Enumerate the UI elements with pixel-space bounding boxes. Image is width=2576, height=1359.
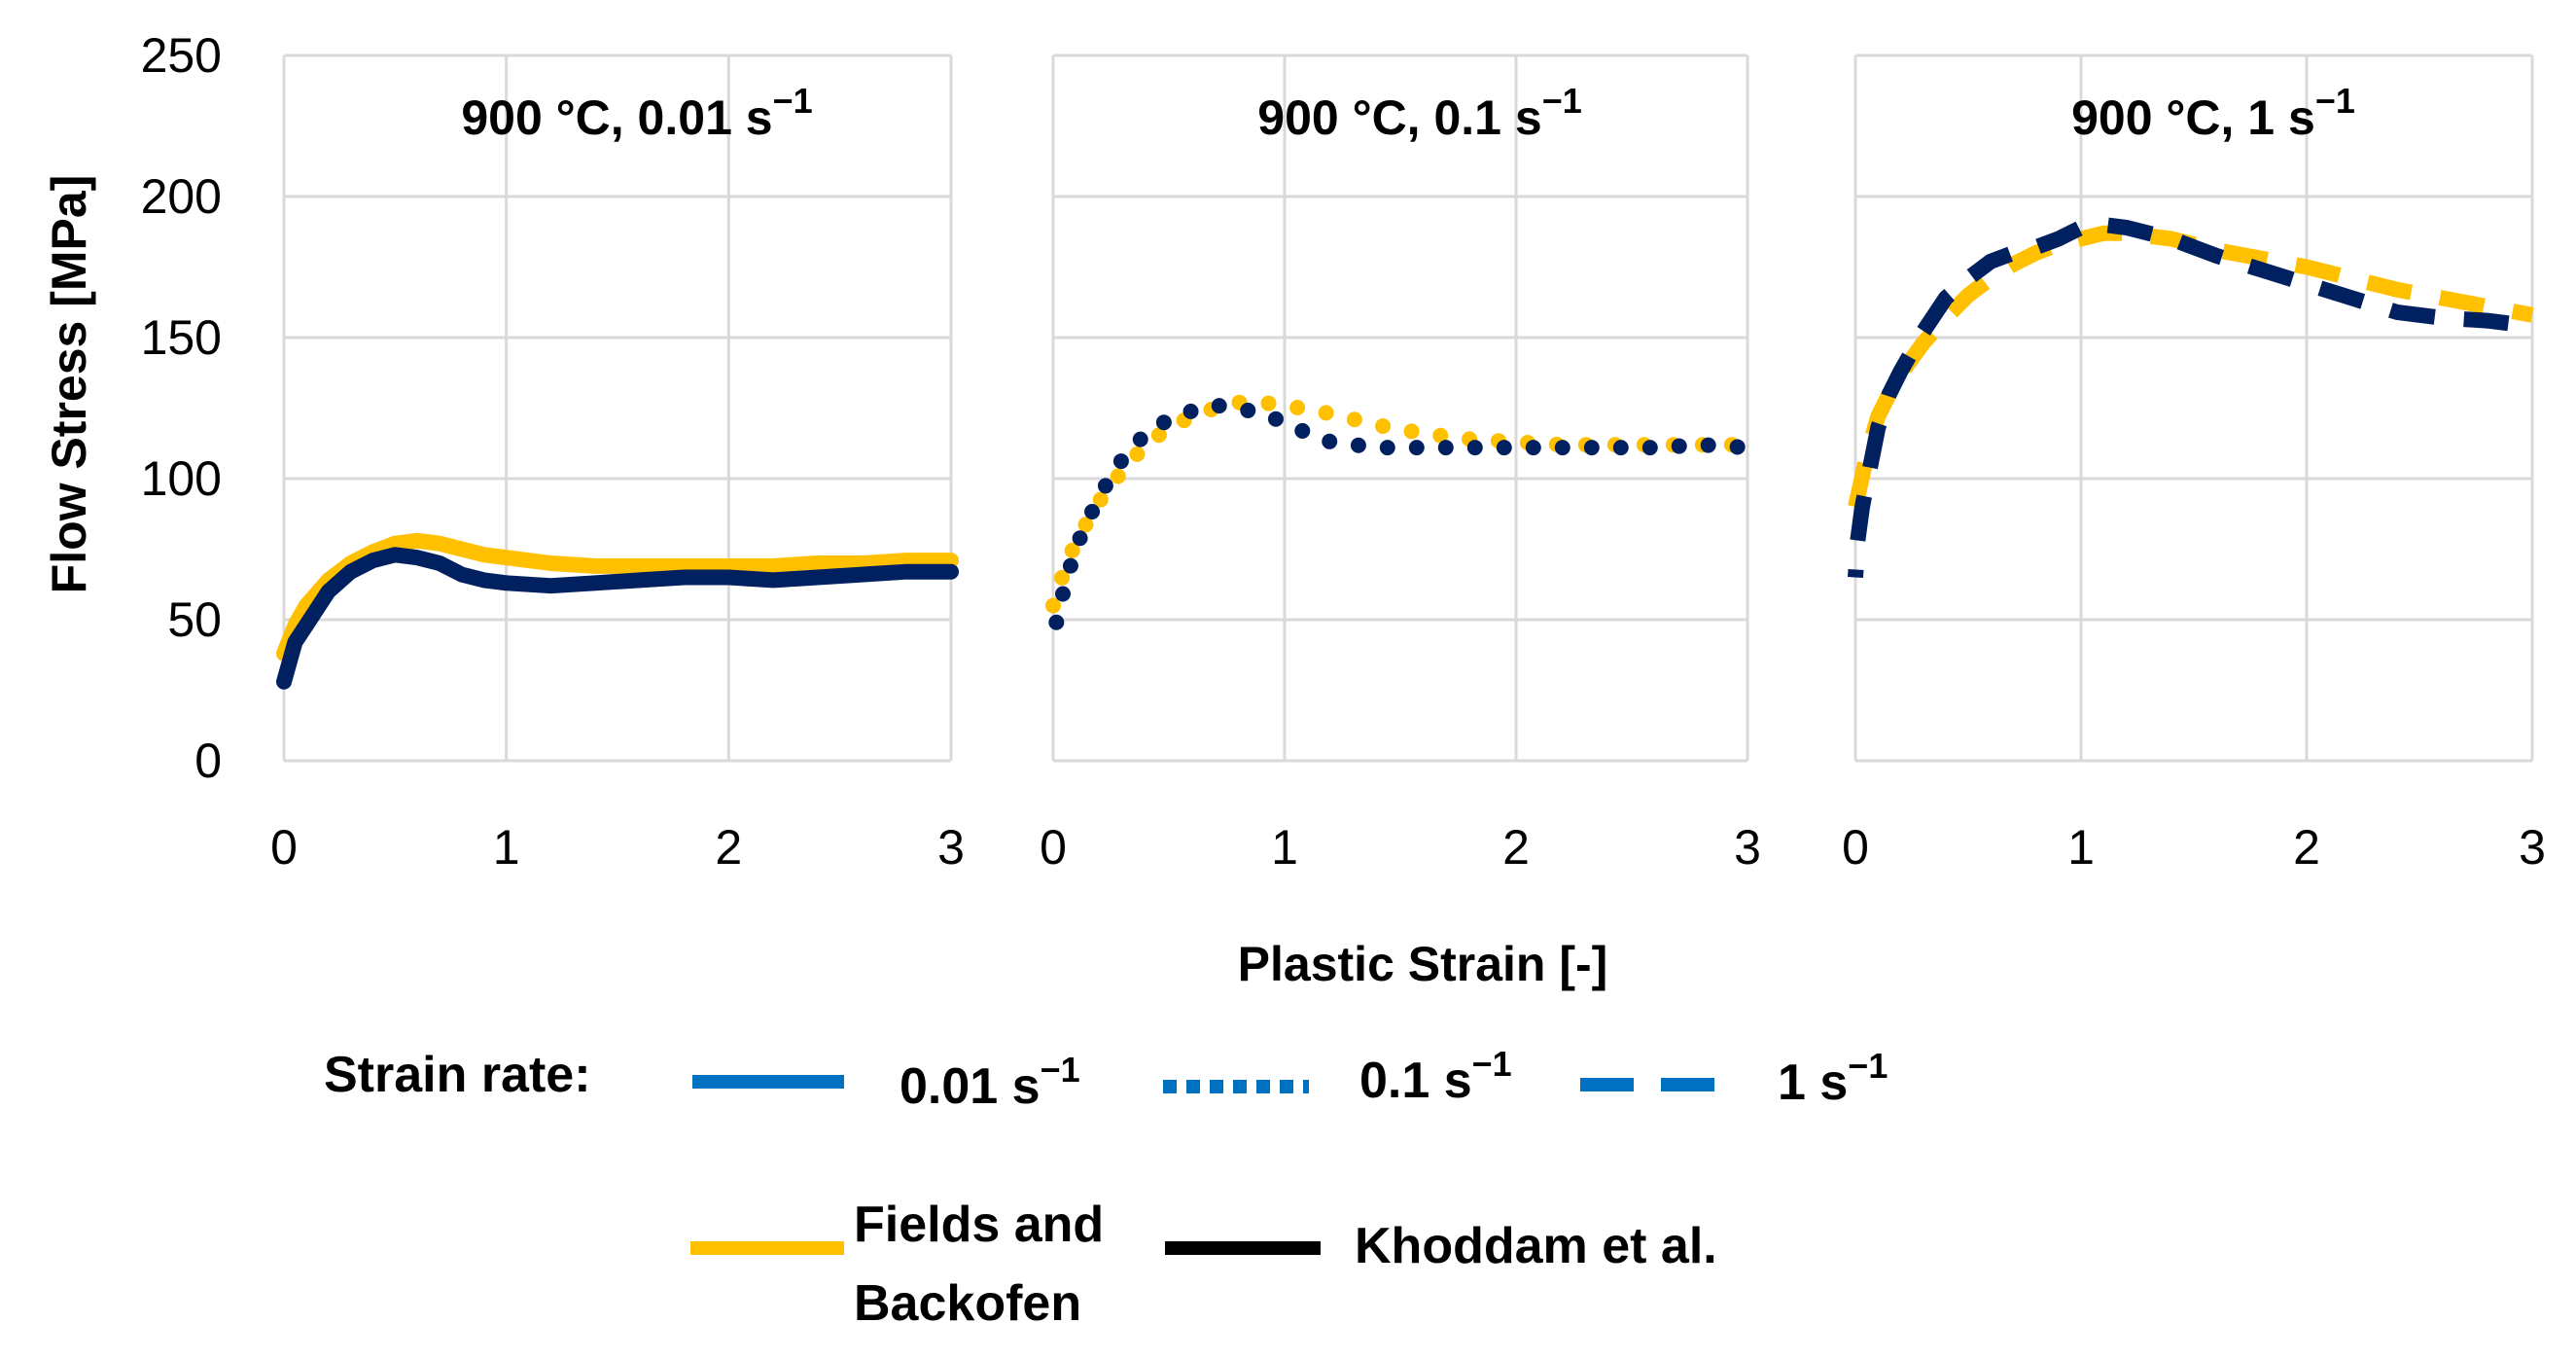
x-tick-label: 2: [1502, 820, 1530, 875]
legend-models: Fields and Backofen Khoddam et al.: [690, 1197, 1717, 1332]
series-fields-backofen-line: [1045, 394, 1755, 614]
y-tick-label: 100: [141, 451, 222, 506]
x-tick-label: 0: [1842, 820, 1869, 875]
y-tick-label: 250: [141, 28, 222, 83]
x-tick-label: 0: [270, 820, 298, 875]
x-axis-title: Plastic Strain [-]: [1238, 937, 1608, 991]
x-tick-label: 1: [493, 820, 520, 875]
panel-1: 0 50 100 150 200 250 0 1 2 3 900 °C, 0.01 s−1: [141, 28, 965, 875]
y-tick-label: 150: [141, 310, 222, 365]
x-tick-label: 2: [2293, 820, 2320, 875]
y-tick-label: 0: [194, 733, 222, 788]
series-fields-backofen-line: [1848, 225, 2534, 509]
legend-rate-1: 1 s−1: [1778, 1046, 1888, 1111]
legend-rate-0.01: 0.01 s−1: [900, 1050, 1080, 1115]
x-tick-label: 0: [1040, 820, 1067, 875]
x-tick-label: 3: [1734, 820, 1761, 875]
y-tick-label: 50: [167, 592, 222, 647]
legend-fields-label-line2: Backofen: [854, 1275, 1081, 1332]
panel-3: 0 1 2 3 900 °C, 1 s−1: [1842, 54, 2546, 875]
y-tick-label: 200: [141, 169, 222, 224]
y-axis-title: Flow Stress [MPa]: [42, 175, 96, 594]
panel-title: 900 °C, 0.1 s−1: [1257, 81, 1581, 145]
x-tick-label: 1: [2067, 820, 2095, 875]
panel-title: 900 °C, 1 s−1: [2071, 81, 2355, 145]
x-tick-label: 3: [937, 820, 965, 875]
series-khoddam-line: [276, 547, 959, 690]
legend-rate-0.1: 0.1 s−1: [1359, 1044, 1512, 1109]
legend-fields-label-line1: Fields and: [854, 1197, 1104, 1253]
legend-strain-rate: Strain rate: 0.01 s−1 0.1 s−1 1 s−1: [324, 1044, 1888, 1115]
legend-strain-rate-label: Strain rate:: [324, 1047, 591, 1103]
legend-khoddam-label: Khoddam et al.: [1355, 1218, 1717, 1274]
panel-2: 0 1 2 3 900 °C, 0.1 s−1: [1040, 54, 1761, 875]
x-tick-label: 1: [1271, 820, 1298, 875]
x-tick-label: 3: [2519, 820, 2546, 875]
x-tick-label: 2: [715, 820, 742, 875]
series-khoddam-line: [1848, 217, 2533, 578]
panel-title: 900 °C, 0.01 s−1: [461, 81, 812, 145]
